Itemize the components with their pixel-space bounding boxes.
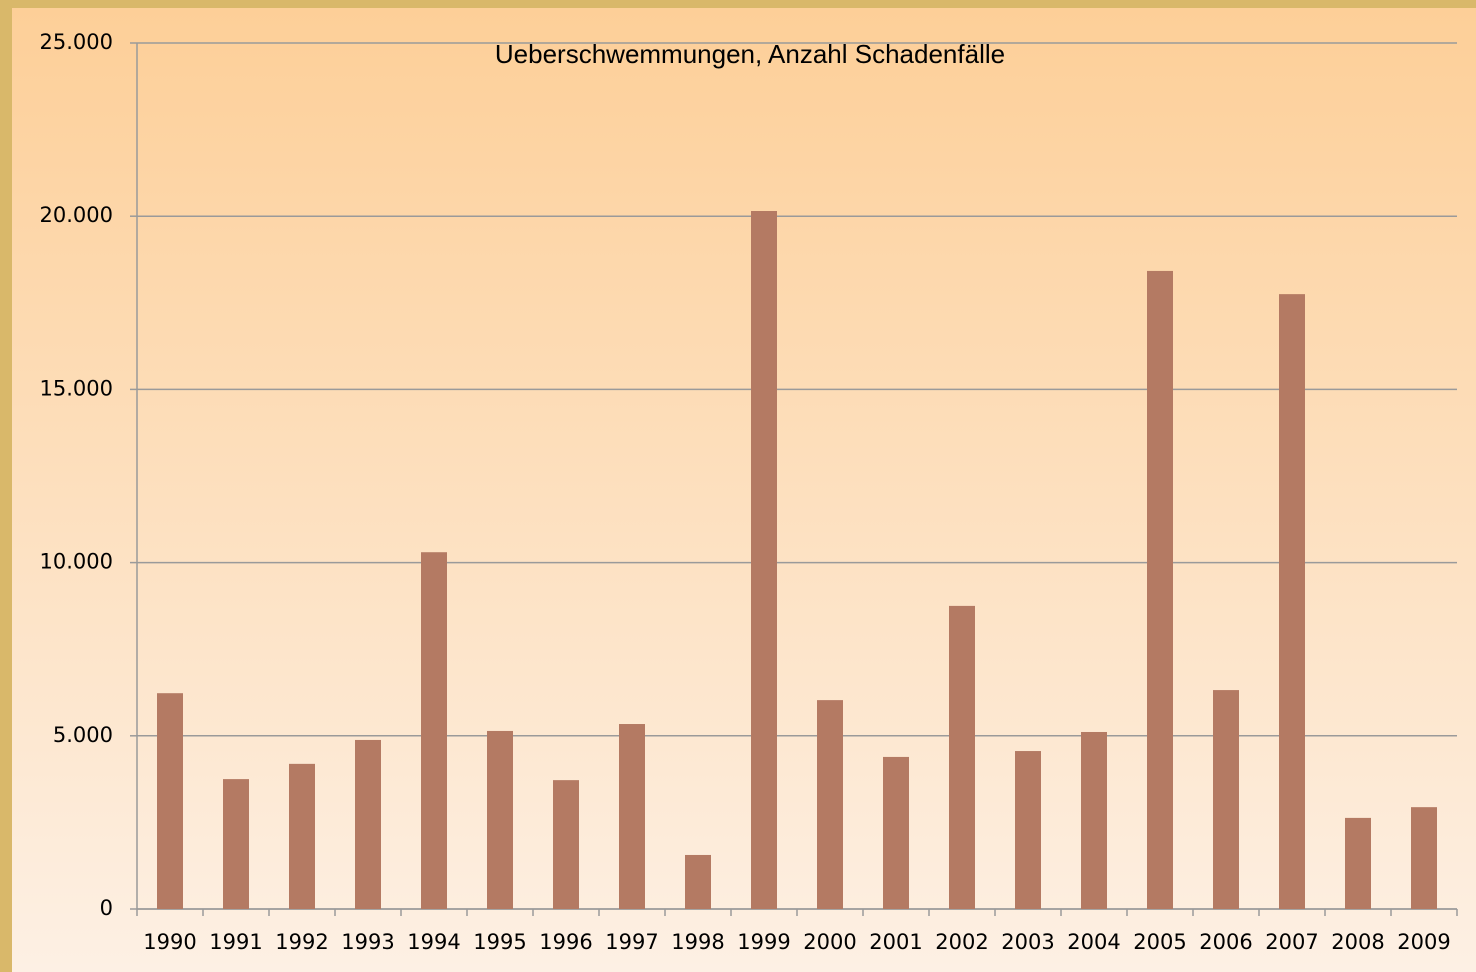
x-tick-label: 2006 (1199, 930, 1252, 954)
bar (289, 763, 315, 909)
x-tick-label: 2008 (1331, 930, 1384, 954)
bar (1147, 270, 1173, 909)
x-tick-label: 2003 (1001, 930, 1054, 954)
x-tick-label: 1992 (275, 930, 328, 954)
x-tick-label: 1998 (671, 930, 724, 954)
bar (421, 552, 447, 909)
bar (487, 730, 513, 909)
x-tick-label: 2009 (1397, 930, 1450, 954)
x-tick-label: 1996 (539, 930, 592, 954)
bar (949, 605, 975, 909)
x-tick-label: 1990 (143, 930, 196, 954)
bar (223, 779, 249, 909)
x-tick-label: 1999 (737, 930, 790, 954)
y-tick-label: 25.000 (40, 30, 113, 54)
bar (1015, 751, 1041, 909)
bar (685, 854, 711, 909)
bar (553, 780, 579, 909)
chart-title: Ueberschwemmungen, Anzahl Schadenfälle (495, 39, 1005, 69)
x-tick-label: 1994 (407, 930, 460, 954)
bar (619, 724, 645, 909)
bar (817, 700, 843, 909)
bar (883, 756, 909, 909)
bar (1411, 807, 1437, 909)
x-tick-label: 2000 (803, 930, 856, 954)
x-tick-label: 1991 (209, 930, 262, 954)
bar (1213, 690, 1239, 909)
y-tick-label: 5.000 (53, 723, 113, 747)
y-tick-label: 10.000 (40, 550, 113, 574)
y-tick-label: 0 (100, 896, 113, 920)
x-tick-label: 2004 (1067, 930, 1120, 954)
y-tick-label: 20.000 (40, 203, 113, 227)
x-tick-label: 1997 (605, 930, 658, 954)
x-tick-label: 2001 (869, 930, 922, 954)
x-tick-label: 1993 (341, 930, 394, 954)
y-tick-label: 15.000 (40, 376, 113, 400)
bar (1081, 731, 1107, 909)
bar (355, 739, 381, 909)
x-tick-label: 1995 (473, 930, 526, 954)
x-tick-label: 2002 (935, 930, 988, 954)
bar (1279, 294, 1305, 909)
x-tick-label: 2005 (1133, 930, 1186, 954)
bar (751, 211, 777, 909)
bar (1345, 817, 1371, 909)
x-tick-label: 2007 (1265, 930, 1318, 954)
bar (157, 693, 183, 909)
